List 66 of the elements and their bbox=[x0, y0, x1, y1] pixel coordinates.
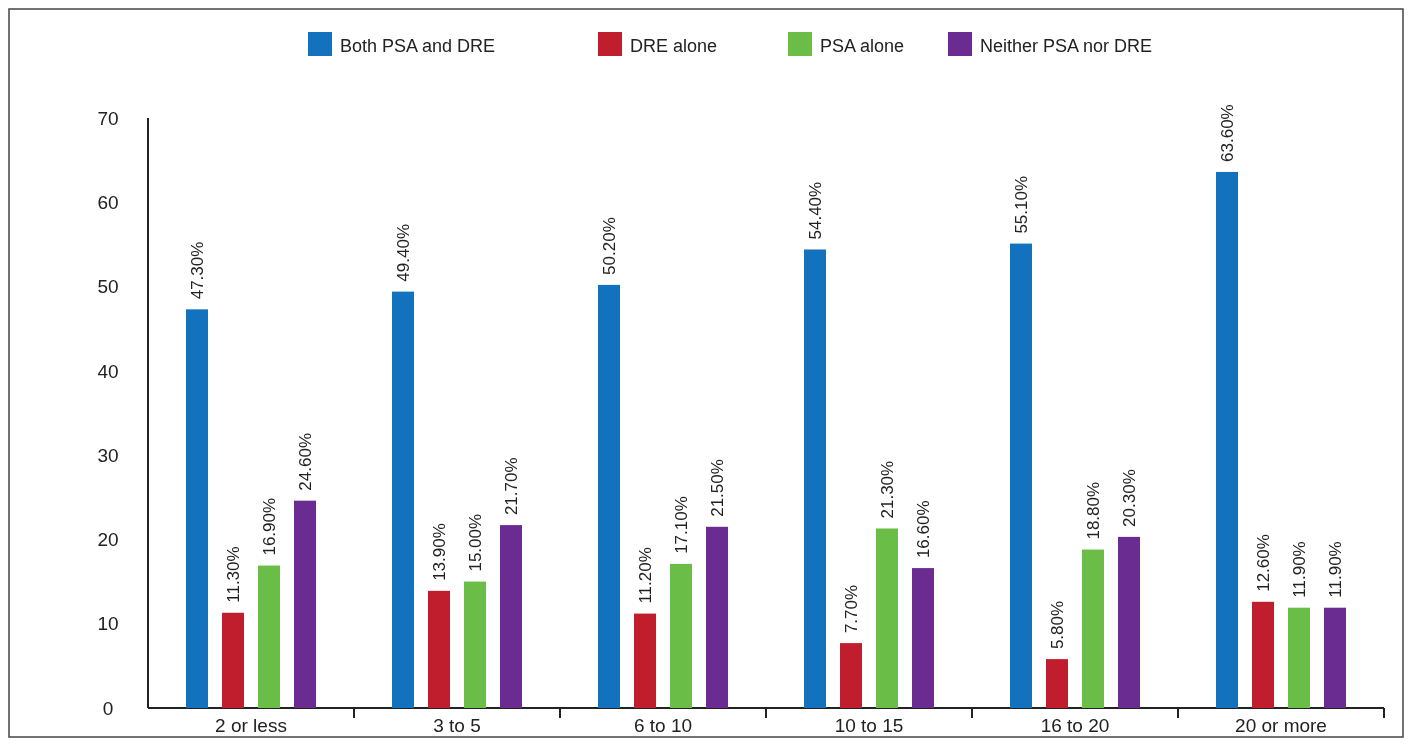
text: 11.30% bbox=[224, 546, 243, 603]
bar bbox=[1046, 659, 1068, 708]
bar bbox=[186, 309, 208, 708]
bar bbox=[1288, 607, 1310, 708]
text: 63.60% bbox=[1218, 104, 1237, 162]
text: 50.20% bbox=[600, 217, 619, 275]
bar bbox=[500, 525, 522, 708]
bar bbox=[804, 249, 826, 708]
bar bbox=[1118, 536, 1140, 708]
legend-label: PSA alone bbox=[820, 36, 905, 56]
bar bbox=[912, 568, 934, 708]
y-tick-label: 30 bbox=[97, 444, 119, 466]
text: 11.20% bbox=[636, 547, 655, 604]
text: 7.70% bbox=[842, 584, 861, 634]
legend-label: Neither PSA nor DRE bbox=[980, 36, 1153, 56]
text: 20.30% bbox=[1120, 469, 1139, 527]
x-tick-label: 3 to 5 bbox=[433, 715, 481, 736]
y-tick-label: 10 bbox=[97, 613, 119, 635]
text: 18.80% bbox=[1084, 481, 1103, 540]
x-tick-label: 2 or less bbox=[215, 715, 287, 736]
text: 54.40% bbox=[806, 181, 825, 240]
bar bbox=[428, 590, 450, 708]
text: 47.30% bbox=[188, 241, 207, 300]
text: 24.60% bbox=[296, 432, 315, 491]
legend-label: Both PSA and DRE bbox=[340, 36, 496, 56]
bar bbox=[1082, 549, 1104, 708]
text: 21.70% bbox=[502, 457, 521, 516]
text: 16.90% bbox=[260, 497, 279, 556]
bar bbox=[598, 284, 620, 708]
x-tick-label: 20 or more bbox=[1235, 715, 1327, 736]
bar bbox=[464, 581, 486, 708]
bar bbox=[1324, 607, 1346, 708]
y-tick-label: 20 bbox=[97, 529, 119, 551]
bar bbox=[634, 613, 656, 708]
x-tick-label: 10 to 15 bbox=[834, 715, 904, 736]
y-tick-label: 70 bbox=[97, 107, 119, 129]
text: 55.10% bbox=[1012, 175, 1031, 234]
text: 49.40% bbox=[394, 223, 413, 282]
x-tick-label: 16 to 20 bbox=[1040, 715, 1110, 736]
bar bbox=[840, 643, 862, 708]
y-tick-label: 40 bbox=[97, 360, 119, 382]
y-tick-label: 0 bbox=[102, 697, 114, 719]
text: 21.30% bbox=[878, 460, 897, 519]
bar bbox=[222, 612, 244, 708]
x-tick-label: 6 to 10 bbox=[633, 715, 693, 736]
text: 5.80% bbox=[1048, 600, 1067, 650]
y-tick-label: 60 bbox=[97, 191, 119, 213]
bar bbox=[294, 500, 316, 708]
text: 12.60% bbox=[1254, 534, 1273, 592]
text: 15.00% bbox=[466, 513, 485, 572]
bar bbox=[1252, 601, 1274, 708]
bar bbox=[1010, 243, 1032, 708]
bar bbox=[670, 563, 692, 708]
text: 21.50% bbox=[708, 459, 727, 517]
bar bbox=[706, 526, 728, 708]
legend-label: DRE alone bbox=[630, 36, 718, 56]
bar bbox=[876, 528, 898, 708]
text: 16.60% bbox=[914, 500, 933, 559]
text: 17.10% bbox=[672, 496, 691, 554]
text: 11.90% bbox=[1290, 541, 1309, 598]
bar bbox=[1216, 171, 1238, 708]
text: 13.90% bbox=[430, 523, 449, 581]
y-tick-label: 50 bbox=[97, 276, 119, 298]
bar bbox=[392, 291, 414, 708]
bar bbox=[258, 565, 280, 708]
text: 11.90% bbox=[1326, 541, 1345, 598]
